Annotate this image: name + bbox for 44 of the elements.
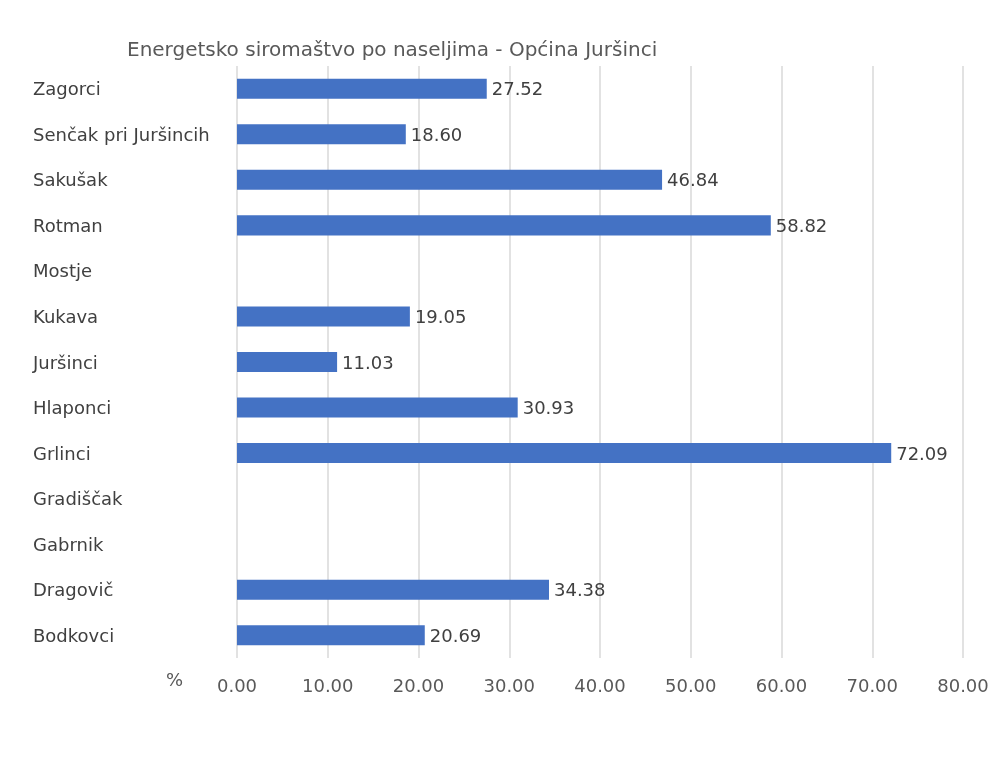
y-tick-label: Bodkovci — [33, 624, 115, 646]
y-tick-label: Gradiščak — [33, 488, 124, 510]
data-label: 20.69 — [429, 624, 482, 646]
y-tick-label: Gabrnik — [33, 533, 104, 555]
y-tick-label: Mostje — [33, 260, 93, 282]
bar — [237, 78, 487, 99]
y-tick-label: Hlaponci — [33, 397, 112, 419]
data-label: 27.52 — [491, 78, 544, 100]
data-label: 11.03 — [342, 351, 394, 373]
x-tick-label: 10.00 — [301, 674, 354, 696]
x-tick-label: 40.00 — [574, 674, 626, 696]
bar — [237, 306, 410, 327]
x-tick-label: 30.00 — [483, 674, 536, 696]
x-tick-label: 0.00 — [216, 674, 258, 696]
bar — [237, 124, 406, 145]
y-tick-label: Rotman — [33, 214, 103, 236]
bar — [237, 625, 425, 646]
data-label: 19.05 — [414, 305, 467, 327]
y-tick-label: Dragovič — [33, 579, 114, 601]
bar — [237, 215, 771, 236]
y-tick-label: Juršinci — [32, 351, 98, 373]
bar — [237, 397, 518, 418]
x-tick-label: 60.00 — [755, 674, 808, 696]
y-tick-label: Kukava — [33, 305, 99, 327]
bar — [237, 579, 549, 600]
x-tick-label: 70.00 — [846, 674, 899, 696]
y-tick-label: Senčak pri Juršincih — [33, 123, 210, 145]
data-label: 72.09 — [896, 442, 948, 464]
x-axis-title: % — [165, 668, 183, 690]
y-tick-label: Sakušak — [33, 169, 109, 191]
x-tick-label: 50.00 — [664, 674, 717, 696]
data-label: 18.60 — [410, 123, 463, 145]
y-tick-label: Grlinci — [33, 442, 91, 464]
data-label: 46.84 — [667, 169, 719, 191]
bar — [237, 169, 663, 190]
bar — [237, 443, 892, 464]
data-label: 30.93 — [522, 397, 575, 419]
chart-title: Energetsko siromaštvo po naseljima - Općina Juršinci — [127, 37, 658, 61]
x-tick-label: 80.00 — [937, 674, 989, 696]
bar — [237, 351, 338, 373]
x-tick-label: 20.00 — [392, 674, 445, 696]
data-label: 58.82 — [775, 214, 828, 236]
data-label: 34.38 — [554, 579, 606, 601]
y-tick-label: Zagorci — [33, 78, 101, 100]
